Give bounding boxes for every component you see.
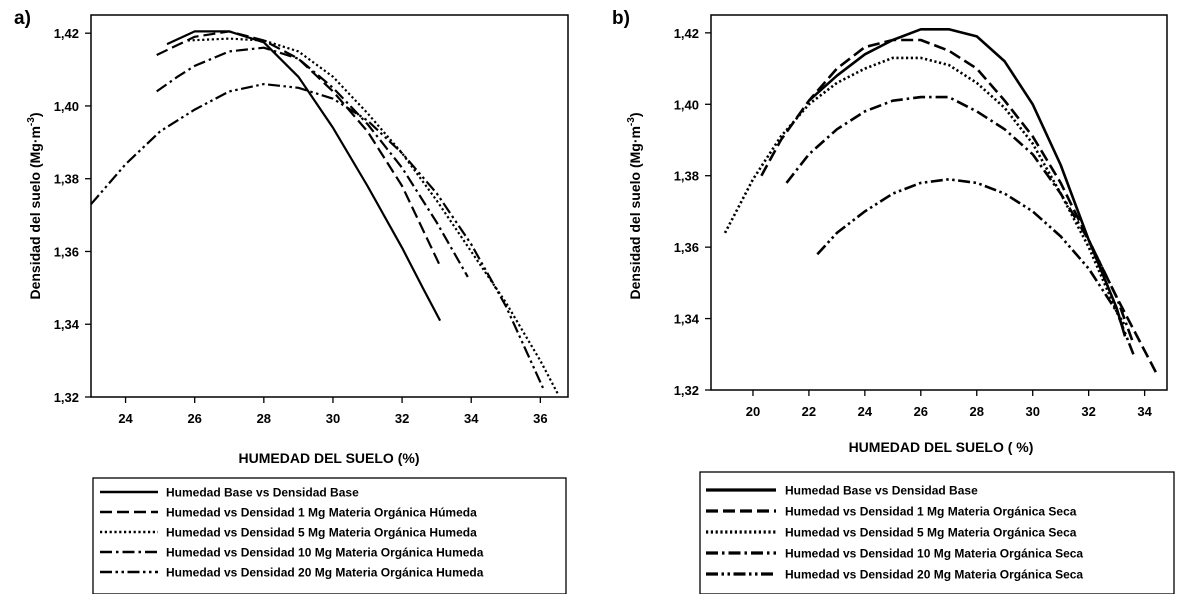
panel-label: b) <box>612 8 630 29</box>
panel-label: a) <box>14 8 31 29</box>
y-axis-title-exponent: -3 <box>626 117 637 126</box>
y-tick-label: 1,34 <box>674 312 700 327</box>
y-tick-label: 1,32 <box>674 383 699 398</box>
series-line-5 <box>816 178 1135 355</box>
x-tick-label: 34 <box>464 411 479 426</box>
x-tick-label: 24 <box>118 411 133 426</box>
y-axis-title-exponent: -3 <box>26 117 37 126</box>
x-tick-label: 28 <box>257 411 271 426</box>
chart-panel-b: b) 20 22 24 26 28 30 32 34 1,32 1,34 1,36 1,38 1,40 1,… <box>612 8 1175 594</box>
x-tick-label: 30 <box>1025 404 1039 419</box>
y-axis-title: Densidad del suelo (Mg·m-3) <box>26 112 43 299</box>
y-tick-label: 1,38 <box>54 172 79 187</box>
legend-entry: Humedad Base vs Densidad Base <box>785 484 978 498</box>
x-tick-label: 20 <box>746 404 760 419</box>
y-axis-title-main: Densidad del suelo (Mg·m <box>627 126 643 299</box>
x-tick-label: 36 <box>533 411 547 426</box>
y-tick-label: 1,42 <box>54 26 79 41</box>
series-line-4 <box>156 46 469 278</box>
x-tick-label: 32 <box>395 411 409 426</box>
legend-entry: Humedad vs Densidad 20 Mg Materia Orgáni… <box>166 566 484 580</box>
y-tick-label: 1,38 <box>674 169 699 184</box>
x-tick-label: 26 <box>914 404 928 419</box>
x-axis-title: HUMEDAD DEL SUELO ( %) <box>849 439 1034 455</box>
x-tick-label: 32 <box>1081 404 1095 419</box>
plot-frame <box>710 14 1168 391</box>
y-tick-label: 1,40 <box>674 97 699 112</box>
series-line-1 <box>166 30 442 322</box>
plot-frame <box>90 14 569 398</box>
chart-panel-a: a) 24 26 28 30 32 34 36 1,32 1,34 1,36 1,38 1,40 1,42… <box>14 8 569 594</box>
y-tick-label: 1,40 <box>54 99 79 114</box>
legend-entry: Humedad vs Densidad 5 Mg Materia Orgánic… <box>785 526 1077 540</box>
series-line-5 <box>90 82 545 391</box>
x-tick-label: 34 <box>1137 404 1152 419</box>
legend-box <box>699 471 1175 594</box>
series-line-2 <box>760 38 1157 373</box>
series-line-1 <box>808 27 1127 337</box>
x-tick-label: 26 <box>187 411 201 426</box>
x-tick-label: 24 <box>858 404 873 419</box>
x-tick-label: 30 <box>326 411 340 426</box>
x-axis-title: HUMEDAD DEL SUELO (%) <box>239 450 420 466</box>
y-axis-title: Densidad del suelo (Mg·m-3) <box>626 112 643 299</box>
y-tick-label: 1,42 <box>674 26 699 41</box>
y-tick-label: 1,36 <box>674 240 699 255</box>
legend-entry: Humedad vs Densidad 1 Mg Materia Orgánic… <box>785 505 1077 519</box>
legend: Humedad Base vs Densidad Base Humedad vs … <box>92 477 567 594</box>
legend-entry: Humedad vs Densidad 10 Mg Materia Orgáni… <box>166 546 484 560</box>
y-axis-title-close: ) <box>627 112 643 117</box>
y-axis-title-close: ) <box>27 112 43 117</box>
legend: Humedad Base vs Densidad Base Humedad vs … <box>699 471 1175 594</box>
legend-entry: Humedad vs Densidad 5 Mg Materia Orgánic… <box>166 526 477 540</box>
legend-box <box>92 477 567 594</box>
legend-entry: Humedad vs Densidad 10 Mg Materia Orgáni… <box>785 547 1083 561</box>
x-tick-label: 28 <box>970 404 984 419</box>
y-axis-title-main: Densidad del suelo (Mg·m <box>27 126 43 299</box>
y-tick-label: 1,36 <box>54 244 79 259</box>
series-line-4 <box>785 95 1135 345</box>
series-line-3 <box>723 56 1127 327</box>
x-tick-label: 22 <box>802 404 816 419</box>
y-tick-label: 1,34 <box>54 317 80 332</box>
legend-entry: Humedad vs Densidad 20 Mg Materia Orgáni… <box>785 568 1083 582</box>
series-line-2 <box>156 30 442 267</box>
legend-entry: Humedad Base vs Densidad Base <box>166 486 359 500</box>
y-tick-label: 1,32 <box>54 390 79 405</box>
series-line-3 <box>187 37 559 394</box>
legend-entry: Humedad vs Densidad 1 Mg Materia Orgánic… <box>166 506 477 520</box>
